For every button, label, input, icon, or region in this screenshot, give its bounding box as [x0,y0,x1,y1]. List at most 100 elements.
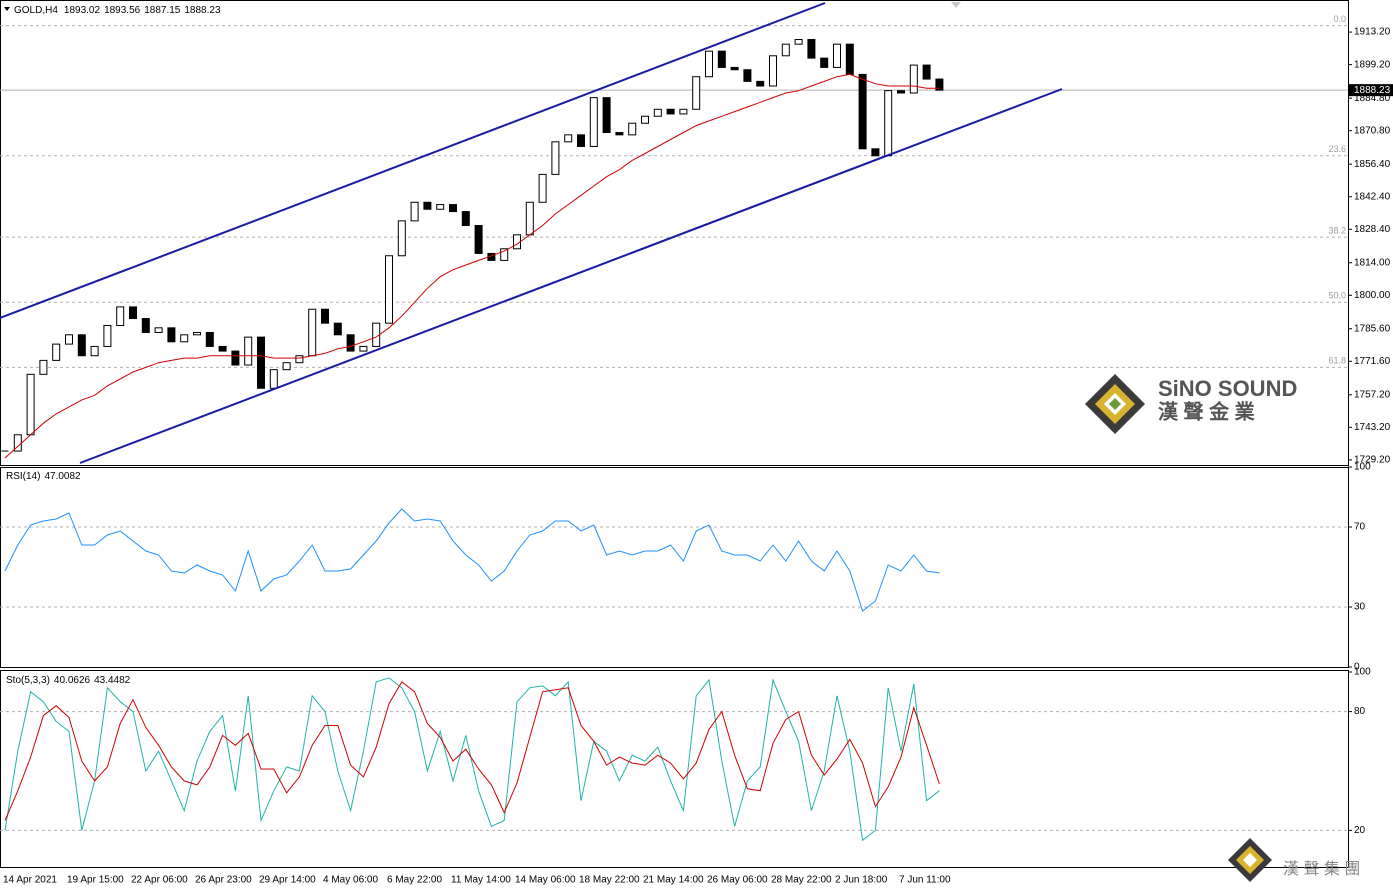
candle [333,322,342,336]
y-tick-label: 1884.80 [1354,93,1391,104]
candle [525,201,534,236]
indicator-line [4,677,940,842]
sto-header: Sto(5,3,3) 40.0626 43.4482 [6,675,131,686]
y-tick-label: 1785.60 [1354,323,1391,334]
candle [346,334,355,352]
candle [577,134,585,147]
candle [564,134,573,143]
fib-label: 38.2 [1328,226,1346,236]
y-tick-label: 1729.20 [1354,455,1391,466]
candle [615,132,624,136]
rsi-current: 47.0082 [44,471,81,482]
candle [756,80,765,87]
y-tick-label: 80 [1354,706,1366,717]
sto-signal: 43.4482 [94,675,131,686]
candle [794,39,803,45]
candle [308,308,317,357]
candle [461,211,470,227]
candle [321,308,329,324]
x-tick-label: 11 May 14:00 [451,875,511,886]
x-tick-label: 21 May 14:00 [643,875,704,886]
indicator-line [4,508,940,612]
candle [26,373,35,436]
channel-upper [0,2,826,319]
candle [833,43,841,68]
candle [589,97,598,147]
symbol: GOLD,H4 [14,5,58,16]
footer-logo-text: 漢 聲 集 團 [1283,860,1360,878]
candle [692,76,701,110]
candle [717,50,726,68]
y-tick-label: 1913.20 [1354,27,1391,38]
candle [423,201,432,210]
watermark-name: SiNO SOUND [1158,376,1297,401]
stochastic-panel [0,670,1349,868]
candle [551,141,560,175]
candle [269,369,278,389]
candle [129,306,137,320]
y-tick-label: 1771.60 [1354,356,1391,367]
candle [935,78,944,91]
x-tick-label: 26 May 06:00 [707,875,768,886]
x-tick-label: 7 Jun 11:00 [899,875,951,886]
candle [807,39,816,59]
x-tick-label: 14 Apr 2021 [3,875,57,886]
candle [167,327,176,343]
shift-marker [951,2,961,8]
y-tick-label: 1828.40 [1354,224,1391,235]
candle [653,108,662,117]
candle [410,201,419,222]
watermark-chinese: 漢 聲 金 業 [1158,399,1256,423]
candle [705,50,713,78]
menu-arrow [4,7,10,11]
y-tick-label: 100 [1354,462,1371,473]
candle [781,43,790,57]
candle [884,90,893,157]
y-tick-label: 1814.00 [1354,257,1391,268]
y-tick-label: 1870.80 [1354,125,1391,136]
candle [871,148,880,157]
y-tick-label: 1757.20 [1354,389,1391,400]
candle [180,334,189,343]
candle [39,359,48,375]
y-tick-label: 100 [1354,667,1371,678]
candle [845,43,854,75]
candle [449,204,457,213]
y-tick-label: 0 [1354,662,1360,673]
open: 1893.02 [64,5,101,16]
candle [730,66,739,71]
y-tick-label: 1856.40 [1354,159,1391,170]
candle [244,336,253,366]
fib-label: 50.0 [1328,291,1346,301]
candle [154,327,163,333]
candle [858,73,867,150]
symbol-header: GOLD,H4 1893.02 1893.56 1887.15 1888.23 [14,5,221,16]
candle [65,334,73,345]
sto-title: Sto(5,3,3) [6,675,50,686]
candle [205,331,214,347]
y-tick-label: 1743.20 [1354,422,1391,433]
candle [602,97,611,134]
candle [666,108,675,115]
candle [282,362,291,371]
channel-lower [79,88,1063,464]
candle [141,318,150,333]
fib-label: 0.0 [1333,14,1346,24]
candle [103,325,112,347]
high: 1893.56 [104,5,141,16]
footer-logo: 漢 聲 集 團 [1228,838,1360,882]
x-tick-label: 19 Apr 15:00 [67,875,124,886]
candle [909,64,918,94]
low: 1887.15 [144,5,181,16]
candle [641,115,649,124]
x-tick-label: 2 Jun 18:00 [835,875,888,886]
x-tick-label: 26 Apr 23:00 [195,875,252,886]
candle [820,57,829,68]
y-tick-label: 30 [1354,602,1366,613]
candle [52,343,61,361]
indicator-line [4,681,940,821]
y-tick-label: 1899.20 [1354,59,1391,70]
candle [769,55,777,87]
candle [500,248,509,261]
